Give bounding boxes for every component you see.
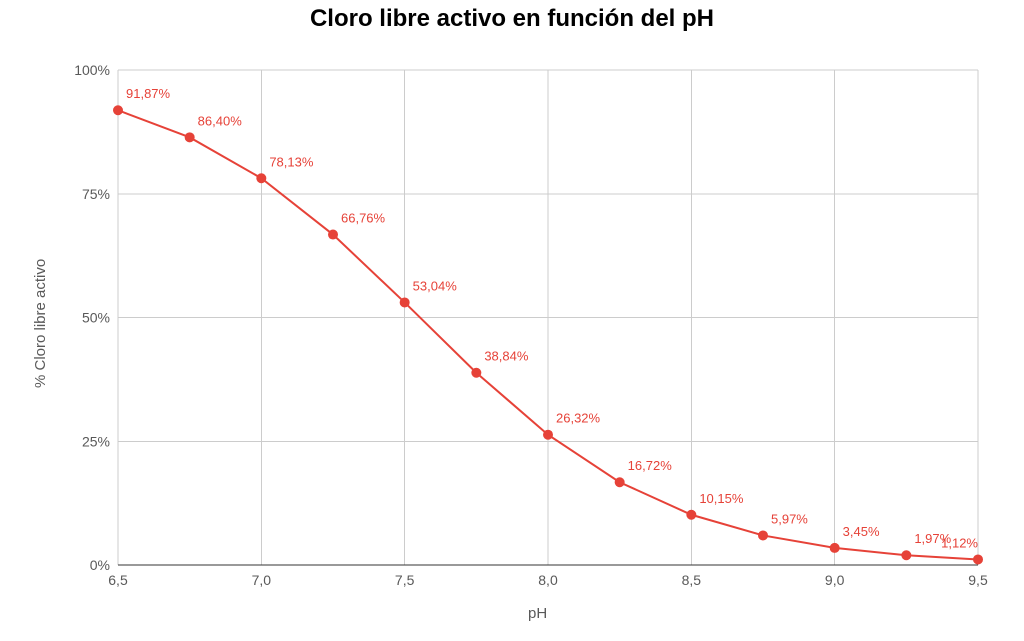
x-tick-label: 9,5	[968, 572, 988, 588]
y-tick-label: 100%	[74, 62, 110, 78]
data-label: 16,72%	[628, 458, 673, 473]
data-label: 38,84%	[484, 349, 529, 364]
data-marker	[471, 368, 481, 378]
data-marker	[256, 173, 266, 183]
x-tick-label: 9,0	[825, 572, 845, 588]
data-marker	[113, 105, 123, 115]
x-tick-label: 8,0	[538, 572, 558, 588]
data-marker	[615, 477, 625, 487]
x-tick-label: 6,5	[108, 572, 128, 588]
chart-plot: 6,5 7,0 7,5 8,0 8,5 9,0 9,5 0% 25% 50% 75% 100% 91,8…	[0, 0, 1024, 641]
x-tick-label: 7,5	[395, 572, 415, 588]
data-label: 10,15%	[699, 491, 744, 506]
y-tick-label: 50%	[82, 310, 110, 326]
y-tick-label: 0%	[90, 557, 110, 573]
data-label: 86,40%	[198, 113, 243, 128]
data-marker	[901, 550, 911, 560]
x-tick-label: 7,0	[252, 572, 272, 588]
data-label: 66,76%	[341, 211, 386, 226]
data-label: 53,04%	[413, 278, 458, 293]
data-label: 78,13%	[269, 154, 314, 169]
y-tick-label: 75%	[82, 186, 110, 202]
data-marker	[686, 510, 696, 520]
data-label: 3,45%	[843, 524, 880, 539]
data-marker	[973, 554, 983, 564]
data-marker	[830, 543, 840, 553]
chart-container: Cloro libre activo en función del pH % C…	[0, 0, 1024, 641]
data-marker	[543, 430, 553, 440]
y-tick-label: 25%	[82, 433, 110, 449]
data-label: 5,97%	[771, 511, 808, 526]
data-marker	[328, 230, 338, 240]
data-marker	[185, 132, 195, 142]
data-marker	[758, 530, 768, 540]
data-label: 26,32%	[556, 411, 601, 426]
x-tick-label: 8,5	[682, 572, 702, 588]
data-label: 1,12%	[941, 535, 978, 550]
data-label: 91,87%	[126, 86, 171, 101]
data-marker	[400, 297, 410, 307]
